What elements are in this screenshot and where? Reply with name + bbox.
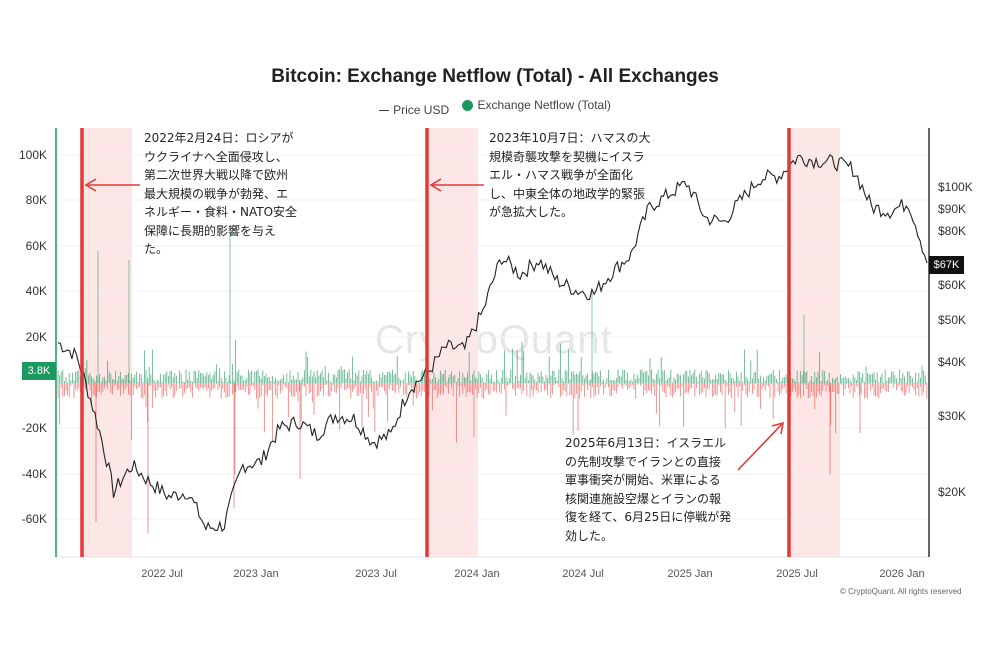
copyright-text: © CryptoQuant. All rights reserved [840, 587, 962, 596]
current-price-badge: $67K [929, 256, 964, 274]
annotation-arrows [84, 178, 785, 471]
line-marker-icon [379, 109, 390, 111]
right-axis-tick: $30K [938, 409, 967, 423]
right-axis-tick: $60K [938, 278, 967, 292]
x-axis-tick: 2024 Jan [454, 568, 500, 580]
left-axis-tick: -20K [21, 421, 47, 435]
legend-item-price[interactable]: Price USD [379, 103, 449, 117]
x-axis-tick: 2026 Jan [879, 568, 925, 580]
right-axis-tick: $90K [938, 202, 967, 216]
chart-legend: Price USD Exchange Netflow (Total) [0, 98, 990, 117]
x-axis-tick: 2024 Jul [562, 568, 604, 580]
x-axis-tick: 2025 Jul [776, 568, 818, 580]
legend-label-price: Price USD [393, 103, 450, 117]
netflow-bars [57, 227, 928, 534]
right-axis-tick: $40K [938, 355, 967, 369]
chart-title: Bitcoin: Exchange Netflow (Total) - All … [271, 66, 719, 87]
annotation-ukraine: 2022年2月24日：ロシアが ウクライナへ全面侵攻し、 第二次世界大戦以降で欧… [144, 131, 298, 256]
left-axis-tick: 100K [18, 148, 47, 162]
current-netflow-badge: 3.8K [22, 362, 56, 380]
legend-item-netflow[interactable]: Exchange Netflow (Total) [462, 98, 611, 112]
left-axis-tick: 60K [25, 239, 47, 253]
annotation-iran: 2025年6月13日：イスラエル の先制攻撃でイランとの直接 軍事衝突が開始、米… [565, 436, 732, 543]
left-axis-tick: -40K [21, 467, 47, 481]
left-axis-tick: 40K [25, 284, 47, 298]
right-axis-tick: $20K [938, 485, 967, 499]
dot-marker-icon [462, 99, 474, 111]
left-axis-tick: -60K [21, 512, 47, 526]
x-axis-tick: 2022 Jul [141, 568, 183, 580]
right-axis-tick: $50K [938, 313, 967, 327]
annotation-hamas: 2023年10月7日：ハマスの大 規模奇襲攻撃を契機にイスラ エル・ハマス戦争が… [489, 131, 651, 219]
watermark: CryptoQuant [375, 318, 613, 362]
x-axis-tick: 2023 Jan [233, 568, 279, 580]
right-axis-tick: $100K [938, 180, 973, 194]
left-axis-tick: 80K [25, 193, 47, 207]
event-lines [80, 128, 791, 557]
x-axis-tick: 2025 Jan [667, 568, 713, 580]
legend-label-netflow: Exchange Netflow (Total) [477, 98, 611, 112]
price-line [57, 154, 928, 533]
x-axis-tick: 2023 Jul [355, 568, 397, 580]
left-axis-tick: 20K [25, 330, 47, 344]
right-axis-tick: $80K [938, 224, 967, 238]
